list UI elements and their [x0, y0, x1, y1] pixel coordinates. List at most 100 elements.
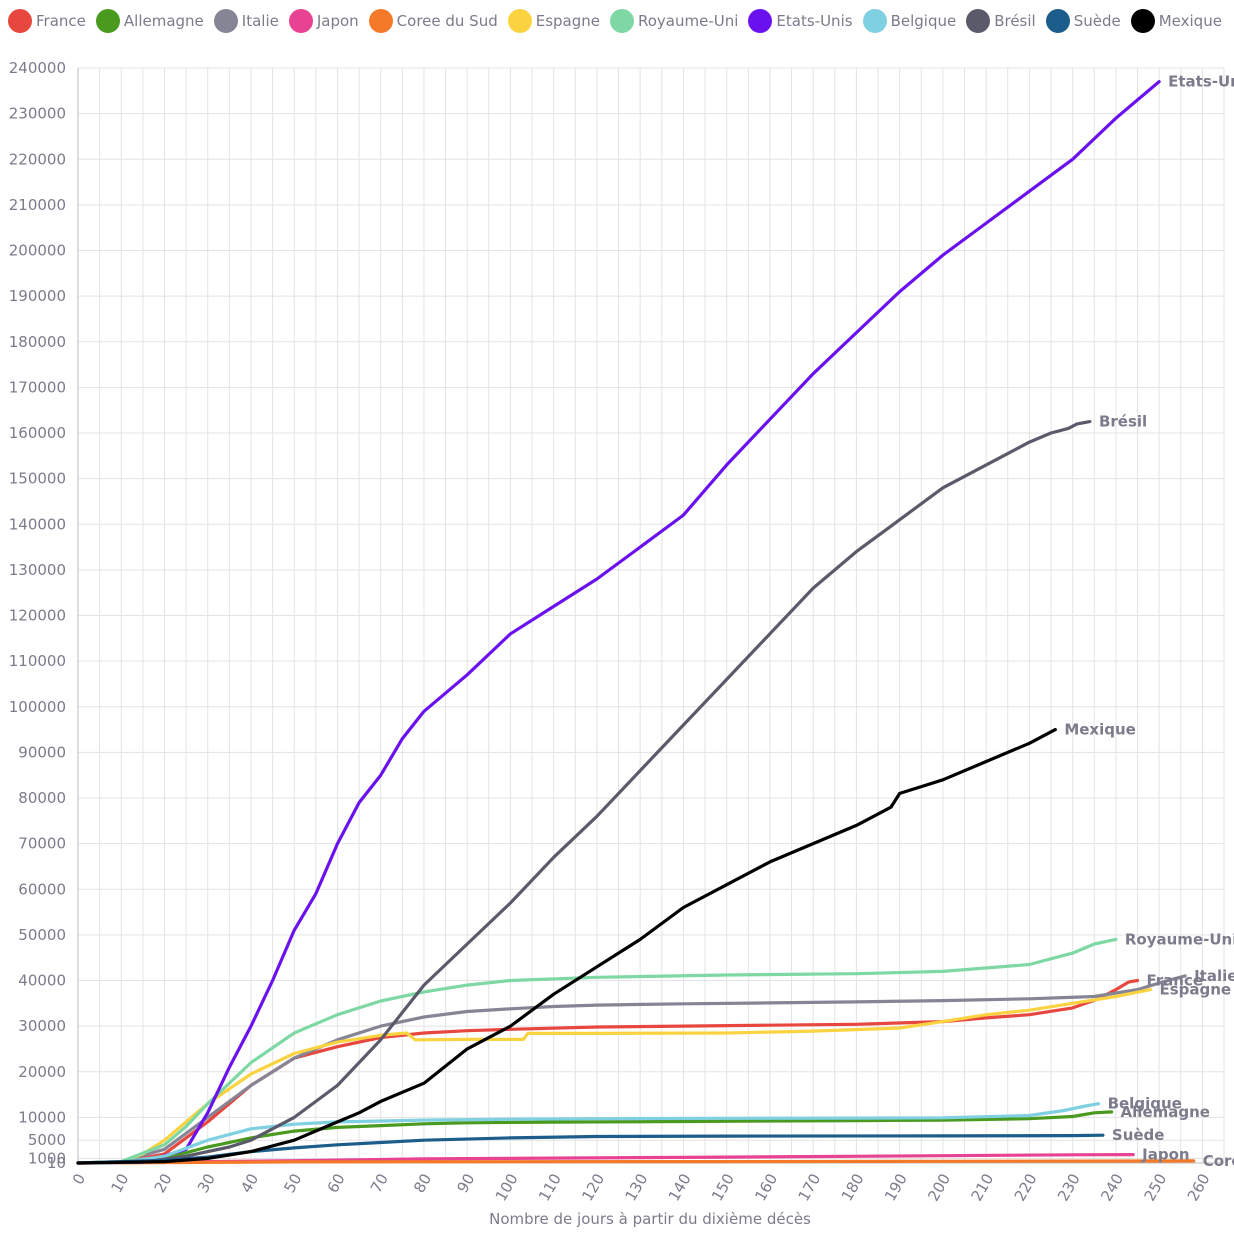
legend-swatch	[288, 9, 313, 33]
legend-swatch	[1045, 9, 1070, 33]
x-tick-label: 210	[968, 1171, 998, 1205]
legend-item-italie[interactable]: Italie	[213, 9, 279, 33]
legend-label: Etats-Unis	[776, 12, 853, 30]
y-tick-label: 150000	[9, 470, 66, 488]
legend-label: Royaume-Uni	[638, 12, 739, 30]
legend-swatch	[507, 9, 532, 33]
x-tick-label: 140	[665, 1171, 695, 1205]
y-tick-label: 50000	[18, 926, 66, 944]
legend-item-suede[interactable]: Suède	[1045, 9, 1121, 33]
legend-item-mexique[interactable]: Mexique	[1130, 9, 1222, 33]
x-tick-label: 130	[622, 1171, 652, 1205]
legend-label: Mexique	[1158, 12, 1222, 30]
end-label-coree-du-sud: Coree	[1203, 1152, 1234, 1170]
y-tick-label: 10000	[18, 1108, 66, 1126]
legend-label: Brésil	[994, 12, 1036, 30]
legend-label: Italie	[241, 12, 279, 30]
end-label-etats-unis: Etats-Unis	[1168, 73, 1234, 91]
legend-label: Suède	[1073, 12, 1121, 30]
end-label-royaume-uni: Royaume-Uni	[1125, 930, 1234, 948]
end-label-italie: Italie	[1194, 967, 1234, 985]
legend-swatch	[213, 9, 238, 33]
gridlines	[77, 67, 1225, 1164]
x-tick-label: 40	[237, 1171, 262, 1197]
y-tick-label: 90000	[18, 743, 66, 761]
x-tick-label: 20	[151, 1171, 176, 1197]
legend-item-bresil[interactable]: Brésil	[966, 9, 1036, 33]
legend-item-france[interactable]: France	[8, 9, 86, 33]
y-tick-label: 20000	[18, 1063, 66, 1081]
x-tick-label: 160	[751, 1171, 781, 1205]
legend-label: Allemagne	[123, 12, 204, 30]
y-tick-label: 60000	[18, 880, 66, 898]
legend-item-etats-unis[interactable]: Etats-Unis	[748, 9, 853, 33]
legend-swatch	[862, 9, 887, 33]
x-tick-label: 90	[453, 1171, 478, 1197]
y-tick-label: 10	[47, 1154, 66, 1172]
y-tick-label: 1000	[28, 1149, 66, 1167]
end-label-japon: Japon	[1141, 1146, 1189, 1164]
y-tick-label: 80000	[18, 789, 66, 807]
x-tick-label: 150	[708, 1171, 738, 1205]
y-tick-label: 100000	[9, 698, 66, 716]
x-tick-label: 220	[1011, 1171, 1041, 1205]
legend-item-royaume-uni[interactable]: Royaume-Uni	[610, 9, 738, 33]
legend-swatch	[368, 9, 393, 33]
legend-swatch	[95, 9, 120, 33]
y-tick-label: 220000	[9, 150, 66, 168]
x-tick-label: 170	[795, 1171, 825, 1205]
y-tick-label: 30000	[18, 1017, 66, 1035]
series-line-royaume-uni	[76, 937, 1118, 1165]
y-tick-label: 200000	[9, 242, 66, 260]
legend-label: Japon	[316, 12, 359, 30]
x-tick-label: 0	[69, 1171, 89, 1188]
x-tick-label: 30	[194, 1171, 219, 1197]
legend-item-japon[interactable]: Japon	[288, 9, 359, 33]
legend-item-espagne[interactable]: Espagne	[507, 9, 600, 33]
x-tick-label: 230	[1054, 1171, 1084, 1205]
y-tick-label: 170000	[9, 378, 66, 396]
legend-swatch	[8, 9, 32, 33]
y-tick-label: 40000	[18, 972, 66, 990]
x-tick-label: 110	[535, 1171, 565, 1205]
x-tick-label: 10	[107, 1171, 132, 1197]
legend-swatch	[748, 9, 773, 33]
y-tick-label: 70000	[18, 835, 66, 853]
series-line-allemagne	[76, 1110, 1114, 1165]
y-tick-label: 160000	[9, 424, 66, 442]
series-line-italie	[76, 974, 1187, 1165]
x-tick-label: 100	[492, 1171, 522, 1205]
legend-item-coree-du-sud[interactable]: Coree du Sud	[368, 9, 498, 33]
series-lines	[76, 80, 1196, 1165]
y-tick-label: 240000	[9, 59, 66, 77]
legend-label: France	[36, 12, 86, 30]
end-label-espagne: Espagne	[1159, 981, 1231, 999]
series-line-etats-unis	[76, 80, 1161, 1165]
end-label-bresil: Brésil	[1099, 413, 1147, 431]
x-tick-label: 50	[280, 1171, 305, 1197]
series-line-belgique	[76, 1102, 1101, 1165]
series-line-mexique	[76, 728, 1057, 1165]
end-label-allemagne: Allemagne	[1121, 1103, 1210, 1121]
legend-item-belgique[interactable]: Belgique	[862, 9, 956, 33]
legend-swatch	[1130, 9, 1155, 33]
x-tick-label: 240	[1097, 1171, 1127, 1205]
y-tick-label: 210000	[9, 196, 66, 214]
legend-label: Espagne	[535, 12, 600, 30]
end-label-suede: Suède	[1112, 1126, 1165, 1144]
y-tick-label: 230000	[9, 105, 66, 123]
x-axis-title: Nombre de jours à partir du dixième décè…	[489, 1210, 811, 1228]
legend-item-allemagne[interactable]: Allemagne	[95, 9, 204, 33]
legend-swatch	[610, 9, 634, 33]
x-tick-label: 120	[578, 1171, 608, 1205]
legend-label: Coree du Sud	[396, 12, 498, 30]
y-tick-label: 140000	[9, 515, 66, 533]
x-tick-label: 80	[410, 1171, 435, 1197]
y-tick-label: 120000	[9, 607, 66, 625]
y-tick-label: 110000	[9, 652, 66, 670]
y-tick-label: 180000	[9, 333, 66, 351]
end-label-belgique: Belgique	[1108, 1095, 1182, 1113]
end-label-france: France	[1147, 972, 1204, 990]
